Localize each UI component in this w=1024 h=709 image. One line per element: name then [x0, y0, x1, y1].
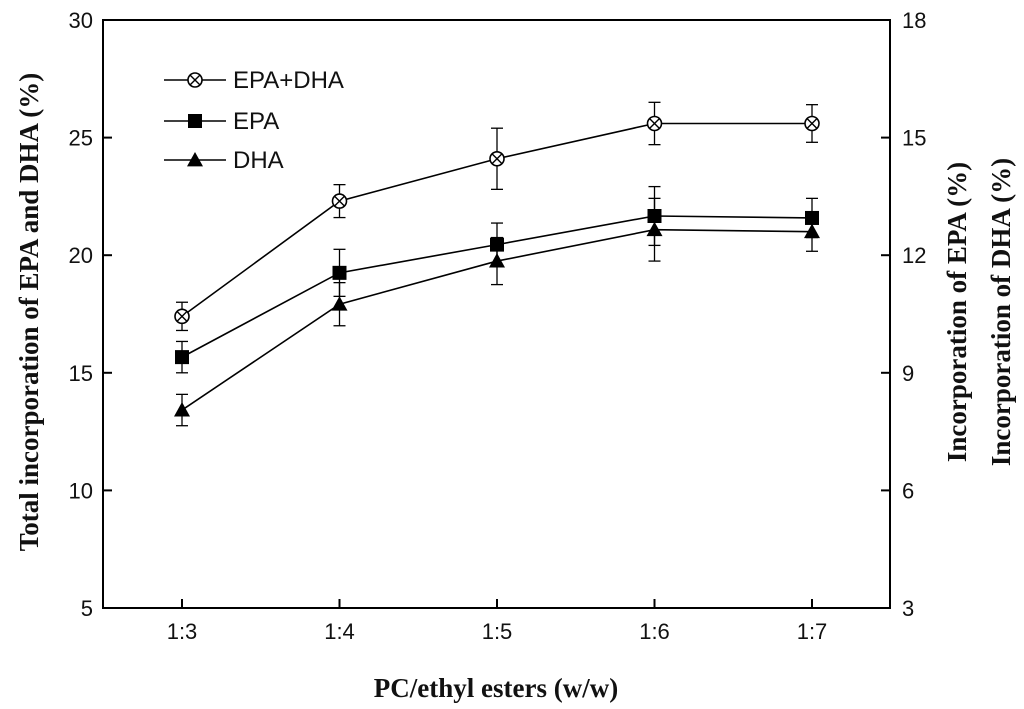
marker-triangle: [187, 152, 203, 167]
right-y-tick-label: 18: [902, 8, 926, 33]
data-point-epa-dha: [646, 115, 663, 132]
right-y-axis-title-epa: Incorporation of EPA (%): [942, 162, 972, 462]
marker-triangle: [489, 253, 505, 268]
marker-triangle: [646, 221, 663, 237]
legend-item-dha: DHA: [164, 147, 284, 174]
right-y-tick-label: 3: [902, 596, 914, 621]
x-axis-title: PC/ethyl esters (w/w): [374, 673, 618, 703]
right-y-axis-title-dha: Incorporation of DHA (%): [986, 158, 1016, 466]
data-point-dha: [489, 253, 505, 268]
right-y-axis-ticks: 3 6 9 12 15 18: [881, 8, 926, 621]
legend-label: EPA: [233, 108, 279, 135]
left-y-axis-ticks: 5 10 15 20 25 30: [69, 8, 112, 621]
left-y-axis-title: Total incorporation of EPA and DHA (%): [14, 73, 44, 552]
legend: EPA+DHA EPA DHA: [164, 67, 344, 174]
data-point-dha: [174, 402, 190, 417]
x-tick-label: 1:5: [482, 619, 513, 644]
x-tick-label: 1:4: [324, 619, 355, 644]
data-point-epa: [175, 350, 189, 365]
data-point-dha: [646, 221, 663, 237]
marker-cross: [334, 195, 345, 207]
legend-label: EPA+DHA: [233, 67, 344, 94]
data-point-epa: [332, 265, 347, 280]
left-y-tick-label: 30: [69, 8, 93, 33]
data-point-epa-dha: [174, 308, 190, 325]
left-y-tick-label: 20: [69, 243, 93, 268]
marker-square: [175, 350, 189, 365]
data-point-dha: [804, 223, 820, 239]
marker-cross: [806, 118, 818, 129]
marker-square: [332, 265, 347, 280]
marker-cross: [491, 153, 503, 165]
marker-cross: [649, 118, 660, 129]
left-y-tick-label: 15: [69, 361, 93, 386]
x-axis-ticks: 1:3 1:4 1:5 1:6 1:7: [167, 599, 828, 644]
series-epa-dha: [174, 101, 820, 332]
right-y-tick-label: 6: [902, 478, 914, 503]
data-point-epa-dha: [489, 150, 505, 167]
data-point-epa-dha: [331, 193, 348, 209]
x-tick-label: 1:3: [167, 619, 198, 644]
x-tick-label: 1:6: [639, 619, 670, 644]
left-y-tick-label: 25: [69, 126, 93, 151]
legend-label: DHA: [233, 147, 284, 174]
marker-triangle: [804, 223, 820, 239]
series-dha: [174, 197, 820, 427]
legend-item-epa: EPA: [164, 108, 279, 135]
marker-cross: [176, 310, 188, 322]
left-y-tick-label: 5: [81, 596, 93, 621]
right-y-tick-label: 12: [902, 243, 926, 268]
right-y-tick-label: 15: [902, 126, 926, 151]
marker-cross: [189, 74, 201, 86]
marker-square: [188, 114, 202, 128]
left-y-tick-label: 10: [69, 478, 93, 503]
right-y-tick-label: 9: [902, 361, 914, 386]
marker-triangle: [331, 296, 348, 311]
data-point-dha: [331, 296, 348, 311]
data-point-epa-dha: [804, 115, 820, 132]
series-layer: [174, 101, 820, 427]
legend-item-epa-dha: EPA+DHA: [164, 67, 344, 94]
plot-frame: [102, 19, 891, 609]
marker-triangle: [174, 402, 190, 417]
x-tick-label: 1:7: [797, 619, 828, 644]
